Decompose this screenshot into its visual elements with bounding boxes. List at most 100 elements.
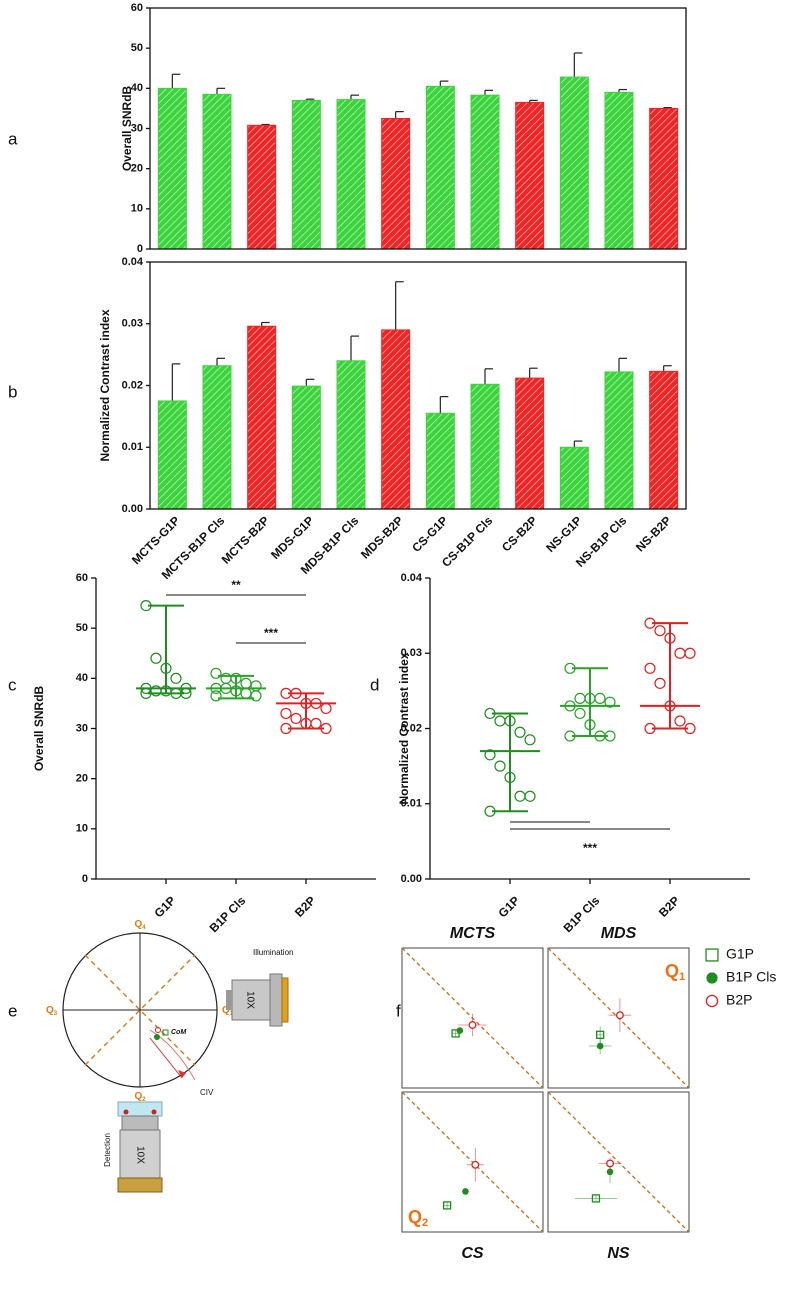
dot — [240, 677, 252, 689]
x-tick-label: MCTS-B2P — [219, 513, 272, 566]
dot — [594, 692, 606, 705]
x-tick-label: B1P Cls — [561, 893, 603, 935]
optics-diagram: CoM CIV Q4 Q1 Q3 Q2 Illumination 10X 10X… — [46, 919, 293, 1193]
bar — [247, 124, 277, 250]
bar — [202, 93, 232, 250]
bar — [649, 107, 679, 250]
y-tick-label: 50 — [76, 622, 88, 634]
marker — [706, 972, 718, 984]
dot — [180, 682, 192, 694]
marker — [606, 1159, 614, 1168]
q: Q — [665, 961, 679, 981]
bar — [604, 91, 634, 250]
dot — [250, 690, 262, 702]
bar — [425, 412, 455, 510]
y-tick-label: 40 — [76, 672, 88, 684]
panel-label: d — [370, 675, 379, 694]
dot — [504, 771, 516, 784]
objective — [269, 973, 283, 1027]
dot — [150, 652, 162, 664]
bar — [470, 94, 500, 250]
x-tick-label: B1P Cls — [207, 893, 249, 935]
dot — [644, 662, 656, 674]
bar — [559, 446, 589, 510]
y-tick-label: 0.01 — [401, 798, 422, 810]
y-tick-label: 10 — [131, 203, 143, 215]
x-tick-label: G1P — [495, 893, 522, 920]
bar — [515, 377, 545, 510]
bar — [291, 99, 321, 250]
dot — [494, 760, 506, 772]
dot — [524, 790, 536, 802]
legend-label: B1P Cls — [726, 969, 776, 985]
bar — [202, 365, 232, 510]
q-sub: 1 — [679, 971, 685, 983]
dot — [240, 687, 252, 699]
q: Q — [134, 919, 142, 930]
panel-label: c — [8, 675, 17, 694]
marker — [155, 1027, 161, 1033]
q: Q — [222, 1005, 230, 1016]
y-tick-label: 0.04 — [401, 572, 423, 584]
dot — [674, 715, 686, 727]
detection-label: Detection — [103, 1133, 112, 1167]
y-tick-label: 0.03 — [122, 318, 143, 330]
dot — [494, 715, 506, 727]
dot — [654, 677, 666, 689]
q-sub: 2 — [142, 1097, 146, 1103]
significance-label: ** — [231, 578, 241, 592]
dot — [644, 722, 656, 735]
x-tick-label: CS-G1P — [409, 513, 450, 554]
y-axis-label: Normalized Contrast index — [397, 652, 411, 804]
dot — [320, 722, 332, 735]
marker — [154, 1034, 160, 1040]
panel-label: f — [396, 1001, 401, 1020]
civ-arrow — [149, 1037, 183, 1079]
marker — [705, 994, 719, 1008]
dot — [280, 722, 292, 735]
marker — [462, 1188, 469, 1195]
objective-label: 10X — [134, 1146, 145, 1164]
dot — [484, 707, 496, 720]
diagonal — [401, 1091, 544, 1233]
dot — [604, 696, 616, 708]
x-tick-label: NS-B2P — [633, 513, 674, 554]
quadrant-label: Q2 — [134, 1091, 146, 1103]
subplot-title: MDS — [601, 925, 637, 942]
legend-label: B2P — [726, 992, 752, 1008]
bar — [425, 85, 455, 250]
marker — [606, 1168, 614, 1176]
dot — [644, 617, 656, 629]
significance-label: *** — [583, 841, 597, 855]
bar — [291, 385, 321, 510]
dot — [170, 672, 182, 684]
y-tick-label: 10 — [76, 823, 88, 835]
bar — [515, 101, 545, 250]
panel-label: e — [8, 1001, 17, 1020]
marker — [456, 1027, 464, 1034]
com-label: CoM — [171, 1029, 186, 1036]
marker — [442, 1201, 452, 1210]
diagonal — [547, 1091, 690, 1233]
bar — [336, 99, 366, 250]
dot — [280, 707, 292, 720]
objective — [121, 1115, 159, 1131]
marker — [162, 1029, 169, 1036]
dot — [140, 599, 152, 612]
bar — [470, 383, 500, 510]
y-tick-label: 20 — [76, 773, 88, 785]
dot — [290, 712, 302, 725]
dot — [684, 647, 696, 659]
q: Q — [46, 1005, 54, 1016]
dot — [574, 707, 586, 720]
dot — [564, 700, 576, 712]
y-tick-label: 0.00 — [122, 503, 143, 515]
y-tick-label: 0.03 — [401, 647, 422, 659]
marker — [151, 1109, 157, 1115]
y-tick-label: 30 — [76, 722, 88, 734]
civ-label: CIV — [200, 1088, 214, 1097]
y-tick-label: 50 — [131, 42, 143, 54]
q: Q — [408, 1207, 422, 1227]
bar — [649, 370, 679, 510]
x-tick-label: CS-B2P — [499, 513, 540, 554]
